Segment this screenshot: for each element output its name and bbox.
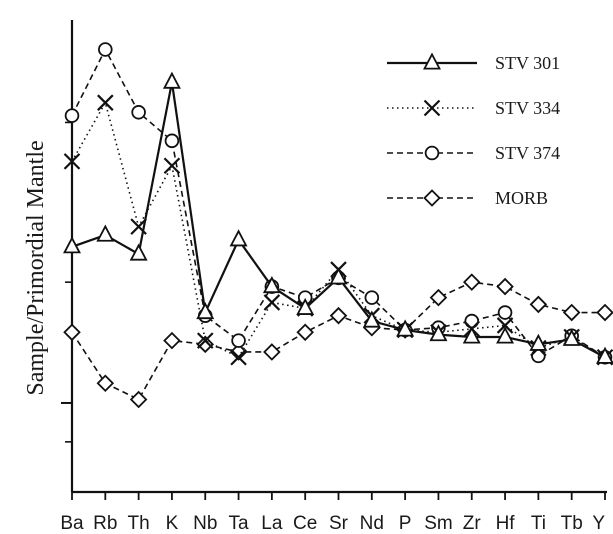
x-tick-label: Nd bbox=[360, 513, 384, 534]
x-marker-stv-334 bbox=[97, 94, 114, 111]
triangle-marker-stv-301 bbox=[63, 236, 81, 254]
y-axis-label: Sample/Primordial Mantle bbox=[23, 140, 49, 395]
diamond-marker-morb bbox=[329, 306, 348, 325]
x-tick-label: Tb bbox=[561, 513, 583, 534]
legend-item-stv-301: STV 301 bbox=[387, 52, 560, 73]
legend-label: STV 301 bbox=[495, 53, 560, 73]
diamond-marker-morb bbox=[596, 303, 613, 322]
x-tick-label: La bbox=[261, 513, 283, 534]
diamond-marker-morb bbox=[429, 288, 448, 307]
x-tick-label: Hf bbox=[496, 513, 516, 534]
x-tick-label: Sr bbox=[329, 513, 349, 534]
legend-item-morb: MORB bbox=[387, 188, 548, 208]
diamond-marker-morb bbox=[96, 374, 115, 392]
x-marker-stv-334 bbox=[230, 348, 247, 366]
diamond-marker-morb bbox=[163, 331, 181, 350]
triangle-marker-stv-301 bbox=[562, 328, 581, 346]
diamond-marker-morb bbox=[562, 303, 581, 322]
legend-item-stv-374: STV 374 bbox=[387, 143, 560, 163]
x-marker-stv-334 bbox=[263, 294, 281, 311]
series-group bbox=[63, 42, 613, 409]
circle-marker-legend bbox=[424, 145, 440, 161]
diamond-marker-morb bbox=[63, 323, 81, 342]
x-tick-label: Ta bbox=[229, 513, 250, 534]
triangle-marker-stv-301 bbox=[396, 319, 415, 337]
circle-marker-stv-374 bbox=[131, 105, 146, 120]
triangle-marker-legend bbox=[423, 52, 441, 70]
x-tick-label: Ce bbox=[293, 513, 317, 534]
x-tick-label: Ti bbox=[531, 513, 546, 534]
triangle-marker-stv-301 bbox=[462, 326, 481, 344]
legend-item-stv-334: STV 334 bbox=[387, 98, 560, 118]
x-tick-labels: Ba Rb Th K Nb Ta La Ce Sr Nd P Sm Zr Hf Ti Tb Y bbox=[60, 513, 605, 534]
x-tick-label: Rb bbox=[93, 513, 117, 534]
triangle-marker-stv-301 bbox=[496, 326, 515, 344]
triangle-marker-stv-301 bbox=[162, 71, 181, 89]
x-marker-stv-334 bbox=[63, 153, 81, 170]
x-tick-label: Th bbox=[128, 513, 150, 534]
legend: STV 301 STV 334 STV 374 MORB bbox=[387, 52, 560, 208]
x-tick-label: P bbox=[399, 513, 412, 534]
x-tick-label: Nb bbox=[193, 513, 217, 534]
triangle-marker-stv-301 bbox=[329, 267, 348, 285]
diamond-marker-morb bbox=[462, 273, 481, 291]
diamond-marker-morb bbox=[296, 323, 314, 342]
x-tick-label: Ba bbox=[60, 513, 84, 534]
x-marker-legend bbox=[423, 99, 441, 117]
triangle-marker-stv-301 bbox=[196, 301, 215, 320]
series-stv-301 bbox=[63, 71, 613, 364]
triangle-marker-stv-301 bbox=[262, 276, 281, 294]
diamond-marker-morb bbox=[529, 295, 548, 314]
x-tick-label: Y bbox=[592, 513, 605, 534]
legend-label: STV 374 bbox=[495, 143, 560, 163]
triangle-marker-stv-301 bbox=[362, 310, 381, 328]
triangle-marker-stv-301 bbox=[596, 346, 613, 364]
circle-marker-stv-374 bbox=[497, 305, 513, 320]
x-marker-stv-334 bbox=[496, 317, 514, 334]
diamond-marker-morb bbox=[196, 335, 215, 354]
diamond-marker-morb bbox=[129, 390, 148, 409]
circle-marker-stv-374 bbox=[164, 133, 180, 149]
x-tick-label: Sm bbox=[424, 513, 453, 534]
diamond-marker-morb bbox=[263, 343, 281, 361]
legend-label: STV 334 bbox=[495, 98, 560, 118]
diamond-marker-legend bbox=[423, 189, 441, 207]
legend-label: MORB bbox=[495, 188, 548, 208]
diamond-marker-morb bbox=[496, 277, 514, 296]
triangle-marker-stv-301 bbox=[96, 224, 115, 242]
x-tick-label: Zr bbox=[463, 513, 482, 534]
triangle-marker-stv-301 bbox=[429, 324, 448, 342]
x-marker-stv-334 bbox=[196, 332, 214, 349]
x-tick-label: K bbox=[166, 513, 179, 534]
circle-marker-stv-374 bbox=[231, 333, 246, 348]
x-marker-stv-334 bbox=[163, 157, 181, 175]
circle-marker-stv-374 bbox=[98, 42, 113, 57]
triangle-marker-stv-301 bbox=[296, 297, 315, 315]
circle-marker-stv-374 bbox=[64, 108, 80, 123]
triangle-marker-stv-301 bbox=[129, 243, 148, 261]
triangle-marker-stv-301 bbox=[229, 229, 248, 247]
series-morb bbox=[63, 273, 613, 409]
circle-marker-stv-374 bbox=[364, 290, 380, 305]
triangle-marker-stv-301 bbox=[529, 333, 548, 351]
